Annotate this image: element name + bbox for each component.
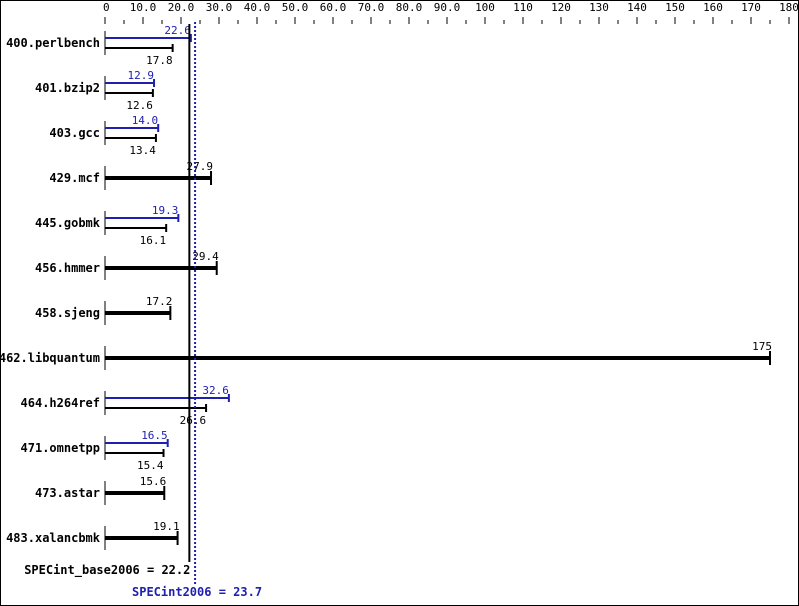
x-tick-label: 120 bbox=[551, 1, 571, 14]
category-label: 462.libquantum bbox=[0, 351, 100, 365]
value-label-peak: 19.3 bbox=[152, 204, 179, 217]
value-label-base: 13.4 bbox=[129, 144, 156, 157]
value-label-base: 16.1 bbox=[140, 234, 167, 247]
value-label-peak: 32.6 bbox=[202, 384, 229, 397]
x-tick-label: 80.0 bbox=[396, 1, 423, 14]
x-tick-label: 150 bbox=[665, 1, 685, 14]
x-tick-label: 170 bbox=[741, 1, 761, 14]
value-label-base: 29.4 bbox=[192, 250, 219, 263]
x-tick-label: 40.0 bbox=[244, 1, 271, 14]
x-tick-label: 10.0 bbox=[130, 1, 157, 14]
value-label-peak: 22.6 bbox=[164, 24, 191, 37]
category-label: 456.hmmer bbox=[35, 261, 100, 275]
x-tick-label: 180 bbox=[779, 1, 799, 14]
reference-label-peak: SPECint2006 = 23.7 bbox=[132, 585, 262, 599]
x-tick-label: 140 bbox=[627, 1, 647, 14]
value-label-peak: 16.5 bbox=[141, 429, 168, 442]
value-label-peak: 14.0 bbox=[132, 114, 159, 127]
category-label: 458.sjeng bbox=[35, 306, 100, 320]
x-tick-label: 70.0 bbox=[358, 1, 385, 14]
value-label-peak: 12.9 bbox=[128, 69, 155, 82]
value-label-base: 17.8 bbox=[146, 54, 173, 67]
value-label-base: 19.1 bbox=[153, 520, 180, 533]
value-label-base: 15.6 bbox=[140, 475, 167, 488]
category-label: 483.xalancbmk bbox=[6, 531, 101, 545]
value-label-base: 15.4 bbox=[137, 459, 164, 472]
x-tick-label: 20.0 bbox=[168, 1, 195, 14]
value-label-base: 17.2 bbox=[146, 295, 173, 308]
x-tick-label: 160 bbox=[703, 1, 723, 14]
x-tick-label: 90.0 bbox=[434, 1, 461, 14]
category-label: 473.astar bbox=[35, 486, 100, 500]
category-label: 471.omnetpp bbox=[21, 441, 100, 455]
value-label-base: 26.6 bbox=[180, 414, 207, 427]
x-tick-label: 0 bbox=[103, 1, 110, 14]
x-tick-label: 30.0 bbox=[206, 1, 233, 14]
value-label-base: 12.6 bbox=[126, 99, 153, 112]
category-label: 401.bzip2 bbox=[35, 81, 100, 95]
category-label: 400.perlbench bbox=[6, 36, 100, 50]
reference-label-base: SPECint_base2006 = 22.2 bbox=[24, 563, 190, 578]
x-tick-label: 100 bbox=[475, 1, 495, 14]
category-label: 403.gcc bbox=[49, 126, 100, 140]
x-tick-label: 110 bbox=[513, 1, 533, 14]
category-label: 445.gobmk bbox=[35, 216, 101, 230]
x-tick-label: 50.0 bbox=[282, 1, 309, 14]
x-tick-label: 60.0 bbox=[320, 1, 347, 14]
value-label-base: 175 bbox=[752, 340, 772, 353]
x-tick-label: 130 bbox=[589, 1, 609, 14]
category-label: 429.mcf bbox=[49, 171, 100, 185]
category-label: 464.h264ref bbox=[21, 396, 100, 410]
value-label-base: 27.9 bbox=[187, 160, 214, 173]
